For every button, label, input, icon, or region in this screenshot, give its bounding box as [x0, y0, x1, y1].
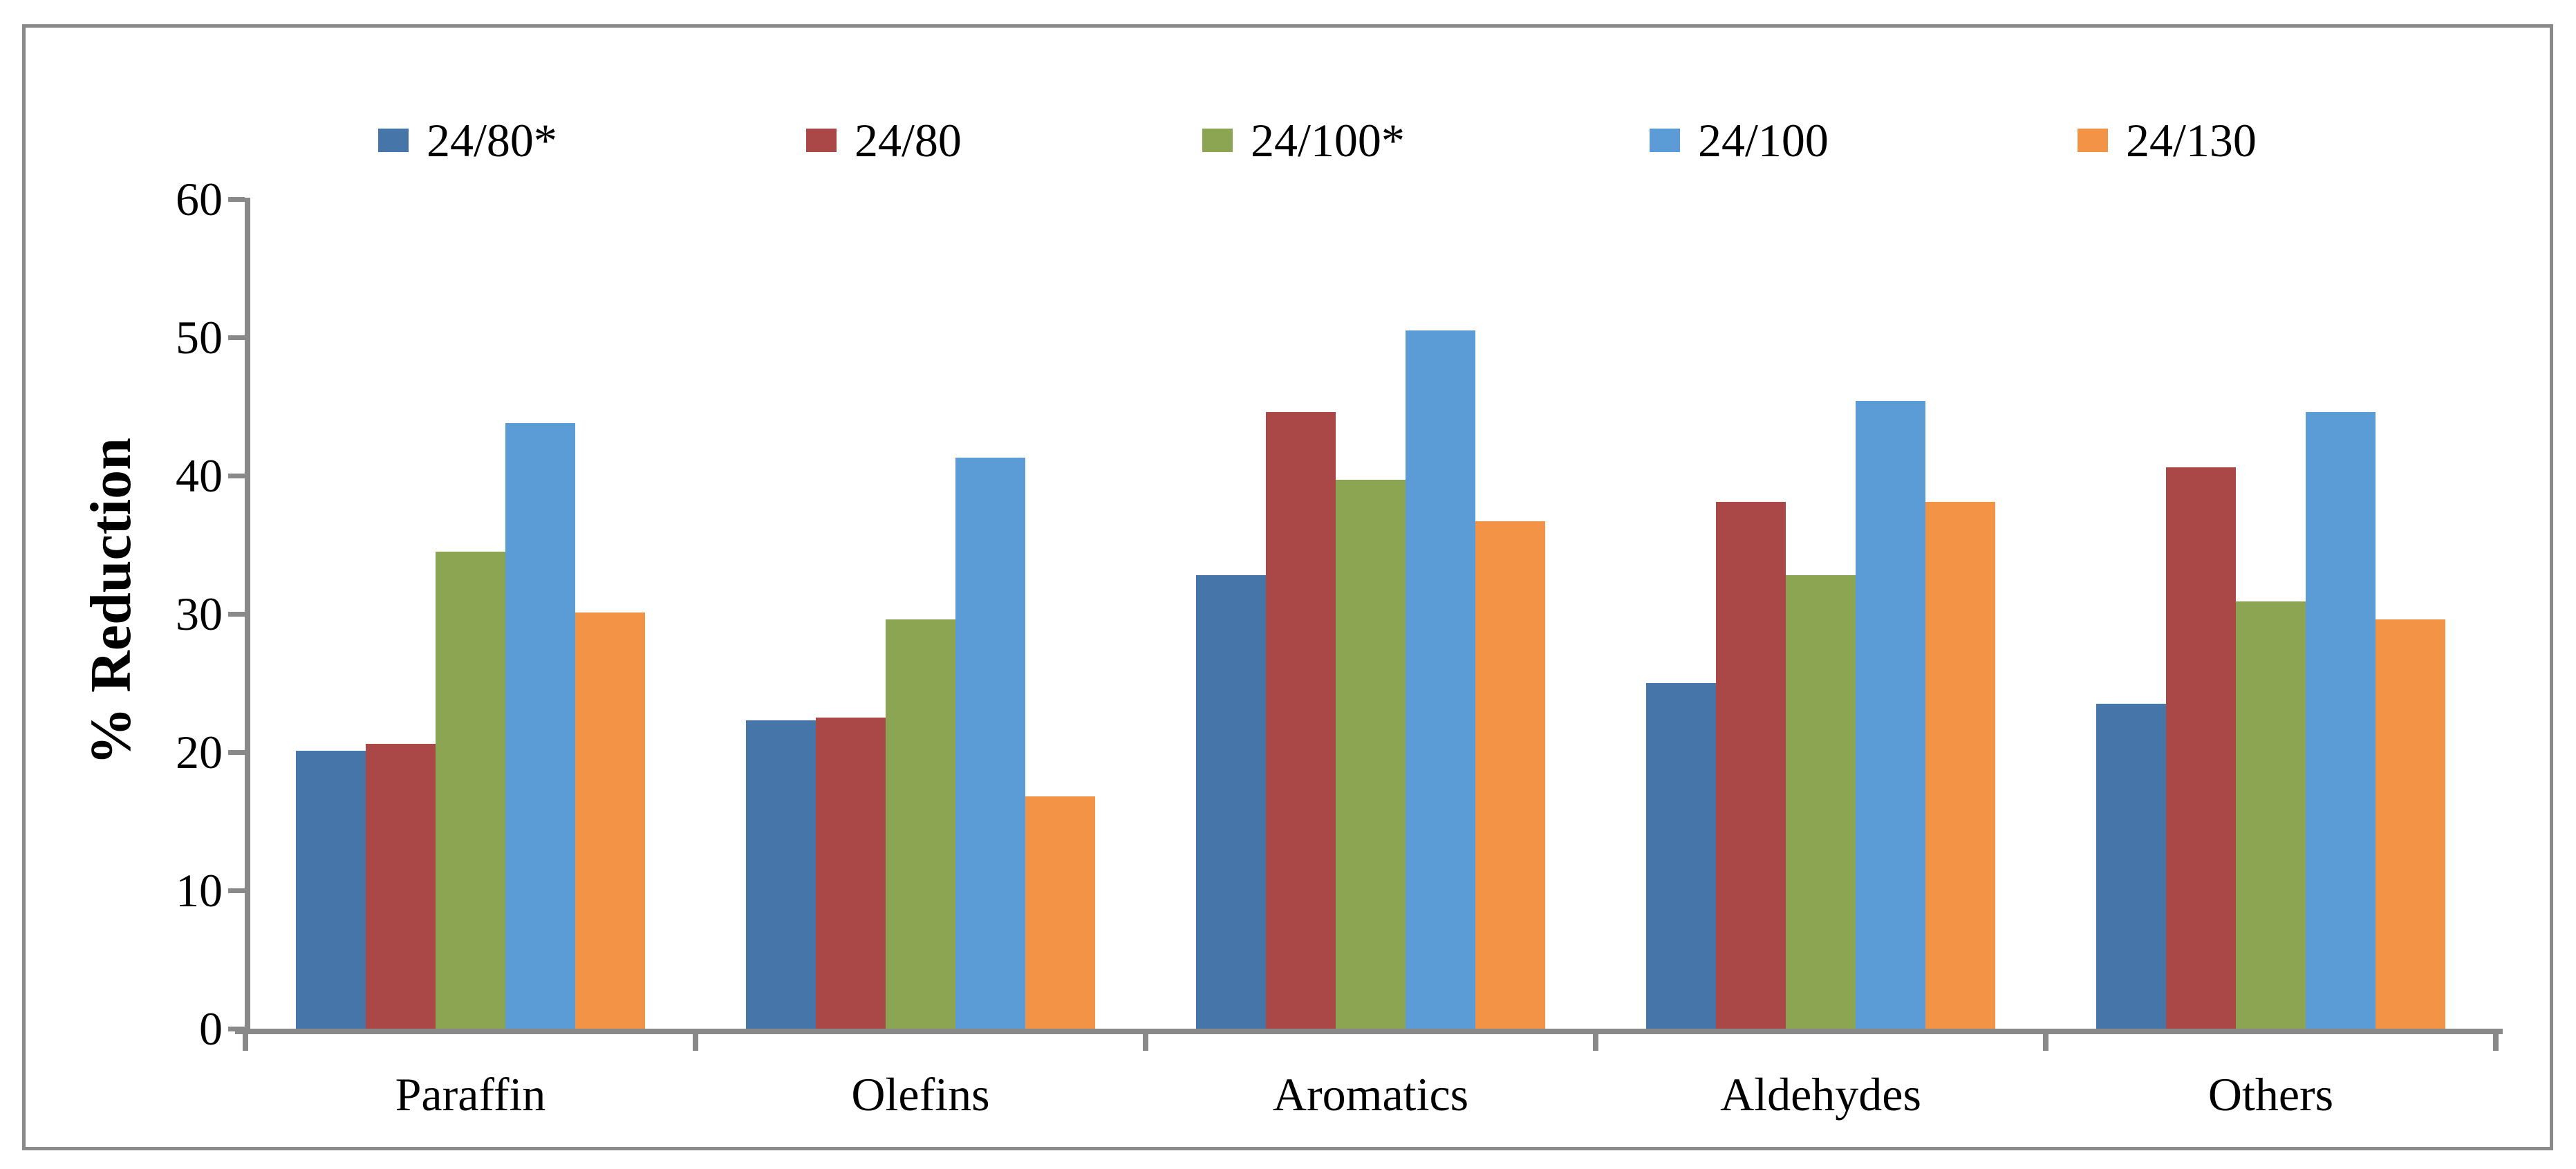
bar-24100-aldehydes — [1856, 401, 1925, 1029]
y-axis-tick-label: 30 — [176, 588, 223, 640]
bar-24130-olefins — [1025, 796, 1095, 1029]
legend-label: 24/80 — [855, 114, 962, 167]
bar-24130-paraffin — [575, 612, 645, 1029]
y-axis-tick — [228, 1027, 245, 1031]
legend-marker-swatch — [806, 129, 837, 152]
legend-label: 24/80* — [427, 114, 557, 167]
y-axis-tick — [228, 474, 245, 478]
y-axis-tick — [228, 335, 245, 340]
x-axis-tick — [2043, 1033, 2048, 1051]
bar-24100-others — [2236, 601, 2306, 1029]
x-axis-tick — [1143, 1033, 1148, 1051]
legend-item: 24/130 — [2078, 116, 2257, 165]
legend-label: 24/100* — [1251, 114, 1405, 167]
x-axis-category-label: Olefins — [851, 1068, 990, 1121]
bar-2480-paraffin — [366, 744, 436, 1029]
legend-item: 24/80 — [806, 116, 962, 165]
y-axis-tick — [228, 612, 245, 617]
bar-24100-aldehydes — [1786, 575, 1856, 1029]
y-axis-tick-label: 20 — [176, 726, 223, 778]
bar-24130-aldehydes — [1925, 502, 1995, 1029]
bar-2480-olefins — [816, 718, 886, 1029]
bar-2480-aldehydes — [1716, 502, 1786, 1029]
legend-marker-swatch — [2078, 129, 2108, 152]
bar-24100-aromatics — [1406, 330, 1475, 1029]
y-axis-tick-label: 60 — [176, 173, 223, 225]
bar-24100-aromatics — [1336, 480, 1406, 1029]
y-axis-tick-label: 10 — [176, 864, 223, 917]
x-axis-category-label: Aldehydes — [1720, 1068, 1921, 1121]
y-axis-tick — [228, 888, 245, 893]
bar-24130-aromatics — [1475, 521, 1545, 1029]
y-axis-tick — [228, 750, 245, 755]
y-axis-tick-label: 0 — [199, 1002, 223, 1055]
legend-marker-swatch — [378, 129, 409, 152]
y-axis-tick — [228, 197, 245, 202]
bar-2480-aromatics — [1196, 575, 1266, 1029]
bar-24130-others — [2376, 619, 2445, 1029]
x-axis-tick — [1593, 1033, 1598, 1051]
x-axis-category-label: Others — [2208, 1068, 2334, 1121]
x-axis-line — [235, 1029, 2503, 1034]
legend-item: 24/100 — [1650, 116, 1829, 165]
bar-24100-paraffin — [505, 423, 575, 1029]
bar-2480-paraffin — [296, 751, 366, 1029]
legend-label: 24/100 — [1698, 114, 1829, 167]
legend-item: 24/80* — [378, 116, 557, 165]
x-axis-tick — [243, 1033, 248, 1051]
bar-2480-aldehydes — [1646, 683, 1716, 1029]
bar-2480-aromatics — [1266, 412, 1336, 1029]
y-axis-tick-label: 50 — [176, 311, 223, 364]
bar-2480-others — [2166, 467, 2236, 1029]
y-axis-tick-label: 40 — [176, 449, 223, 502]
y-axis-line — [245, 198, 250, 1034]
bar-24100-paraffin — [436, 552, 505, 1029]
bar-2480-others — [2096, 704, 2166, 1029]
x-axis-category-label: Aromatics — [1272, 1068, 1469, 1121]
x-axis-tick — [2493, 1033, 2499, 1051]
bar-24100-others — [2306, 412, 2376, 1029]
x-axis-tick — [693, 1033, 698, 1051]
legend-item: 24/100* — [1202, 116, 1405, 165]
legend-label: 24/130 — [2126, 114, 2257, 167]
legend-marker-swatch — [1202, 129, 1233, 152]
bar-24100-olefins — [886, 619, 955, 1029]
legend-marker-swatch — [1650, 129, 1680, 152]
x-axis-category-label: Paraffin — [395, 1068, 546, 1121]
bar-2480-olefins — [746, 720, 816, 1029]
bar-24100-olefins — [955, 458, 1025, 1029]
